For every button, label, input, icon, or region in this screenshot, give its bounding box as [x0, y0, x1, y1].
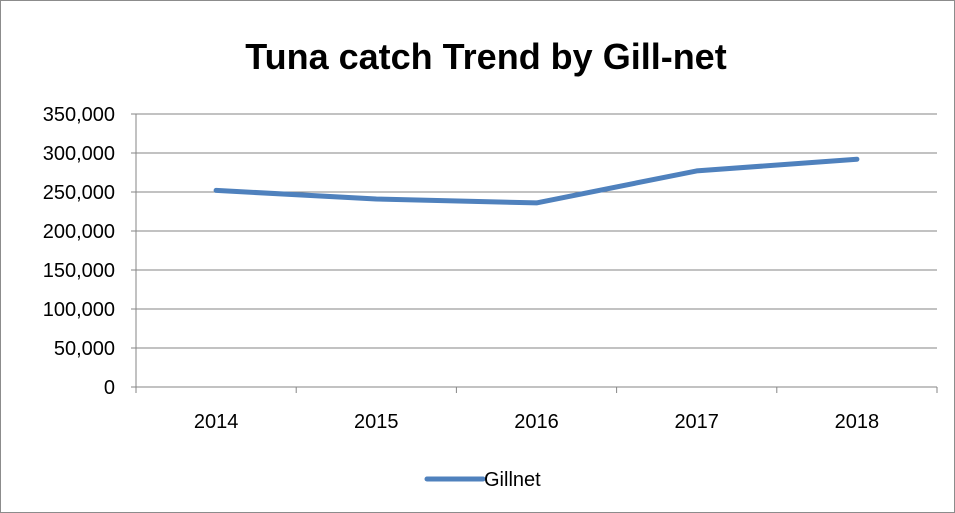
x-tick-label: 2018 — [835, 411, 880, 433]
y-tick-label: 200,000 — [43, 221, 115, 243]
chart-title: Tuna catch Trend by Gill-net — [245, 36, 726, 77]
y-tick-label: 250,000 — [43, 182, 115, 204]
x-axis-tick-labels: 2014 2015 2016 2017 2018 — [194, 411, 879, 433]
axes — [131, 113, 938, 393]
y-tick-label: 50,000 — [54, 338, 115, 360]
x-tick-label: 2016 — [514, 411, 559, 433]
gridlines — [136, 113, 937, 349]
y-tick-label: 300,000 — [43, 143, 115, 165]
series-line-gillnet — [213, 156, 860, 206]
x-tick-label: 2015 — [354, 411, 399, 433]
y-tick-label: 150,000 — [43, 260, 115, 282]
y-tick-label: 350,000 — [43, 104, 115, 126]
x-tick-label: 2017 — [674, 411, 719, 433]
legend: Gillnet — [424, 469, 541, 491]
legend-label: Gillnet — [484, 469, 541, 491]
x-tick-label: 2014 — [194, 411, 239, 433]
y-tick-label: 0 — [104, 377, 115, 399]
y-axis-tick-labels: 0 50,000 100,000 150,000 200,000 250,000 300,0… — [43, 104, 115, 399]
y-tick-label: 100,000 — [43, 299, 115, 321]
series-lines — [213, 156, 860, 206]
